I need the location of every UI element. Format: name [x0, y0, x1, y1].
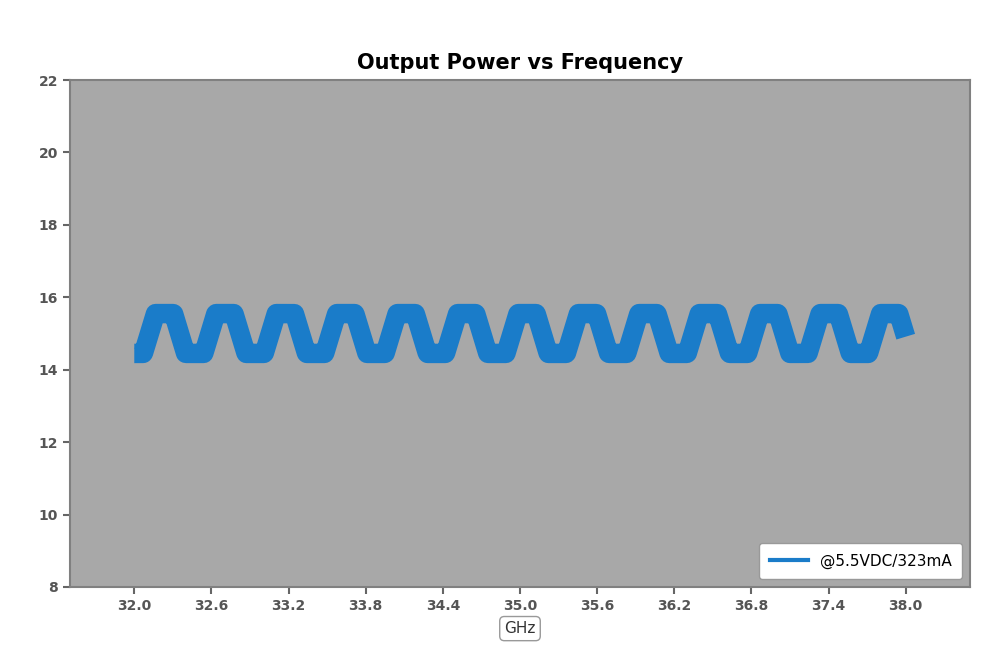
@5.5VDC/323mA — [736, 350, 748, 358]
@5.5VDC/323mA — [483, 350, 495, 358]
Legend: @5.5VDC/323mA: @5.5VDC/323mA — [759, 543, 962, 580]
Title: Output Power vs Frequency: Output Power vs Frequency — [357, 53, 683, 73]
@5.5VDC/323mA — [877, 309, 889, 317]
@5.5VDC/323mA — [150, 309, 162, 317]
@5.5VDC/323mA — [128, 350, 140, 358]
@5.5VDC/323mA — [504, 337, 516, 345]
@5.5VDC/323mA — [900, 333, 912, 341]
@5.5VDC/323mA — [878, 309, 890, 317]
X-axis label: GHz: GHz — [504, 621, 536, 636]
Line: @5.5VDC/323mA: @5.5VDC/323mA — [134, 313, 906, 354]
@5.5VDC/323mA — [168, 311, 180, 319]
